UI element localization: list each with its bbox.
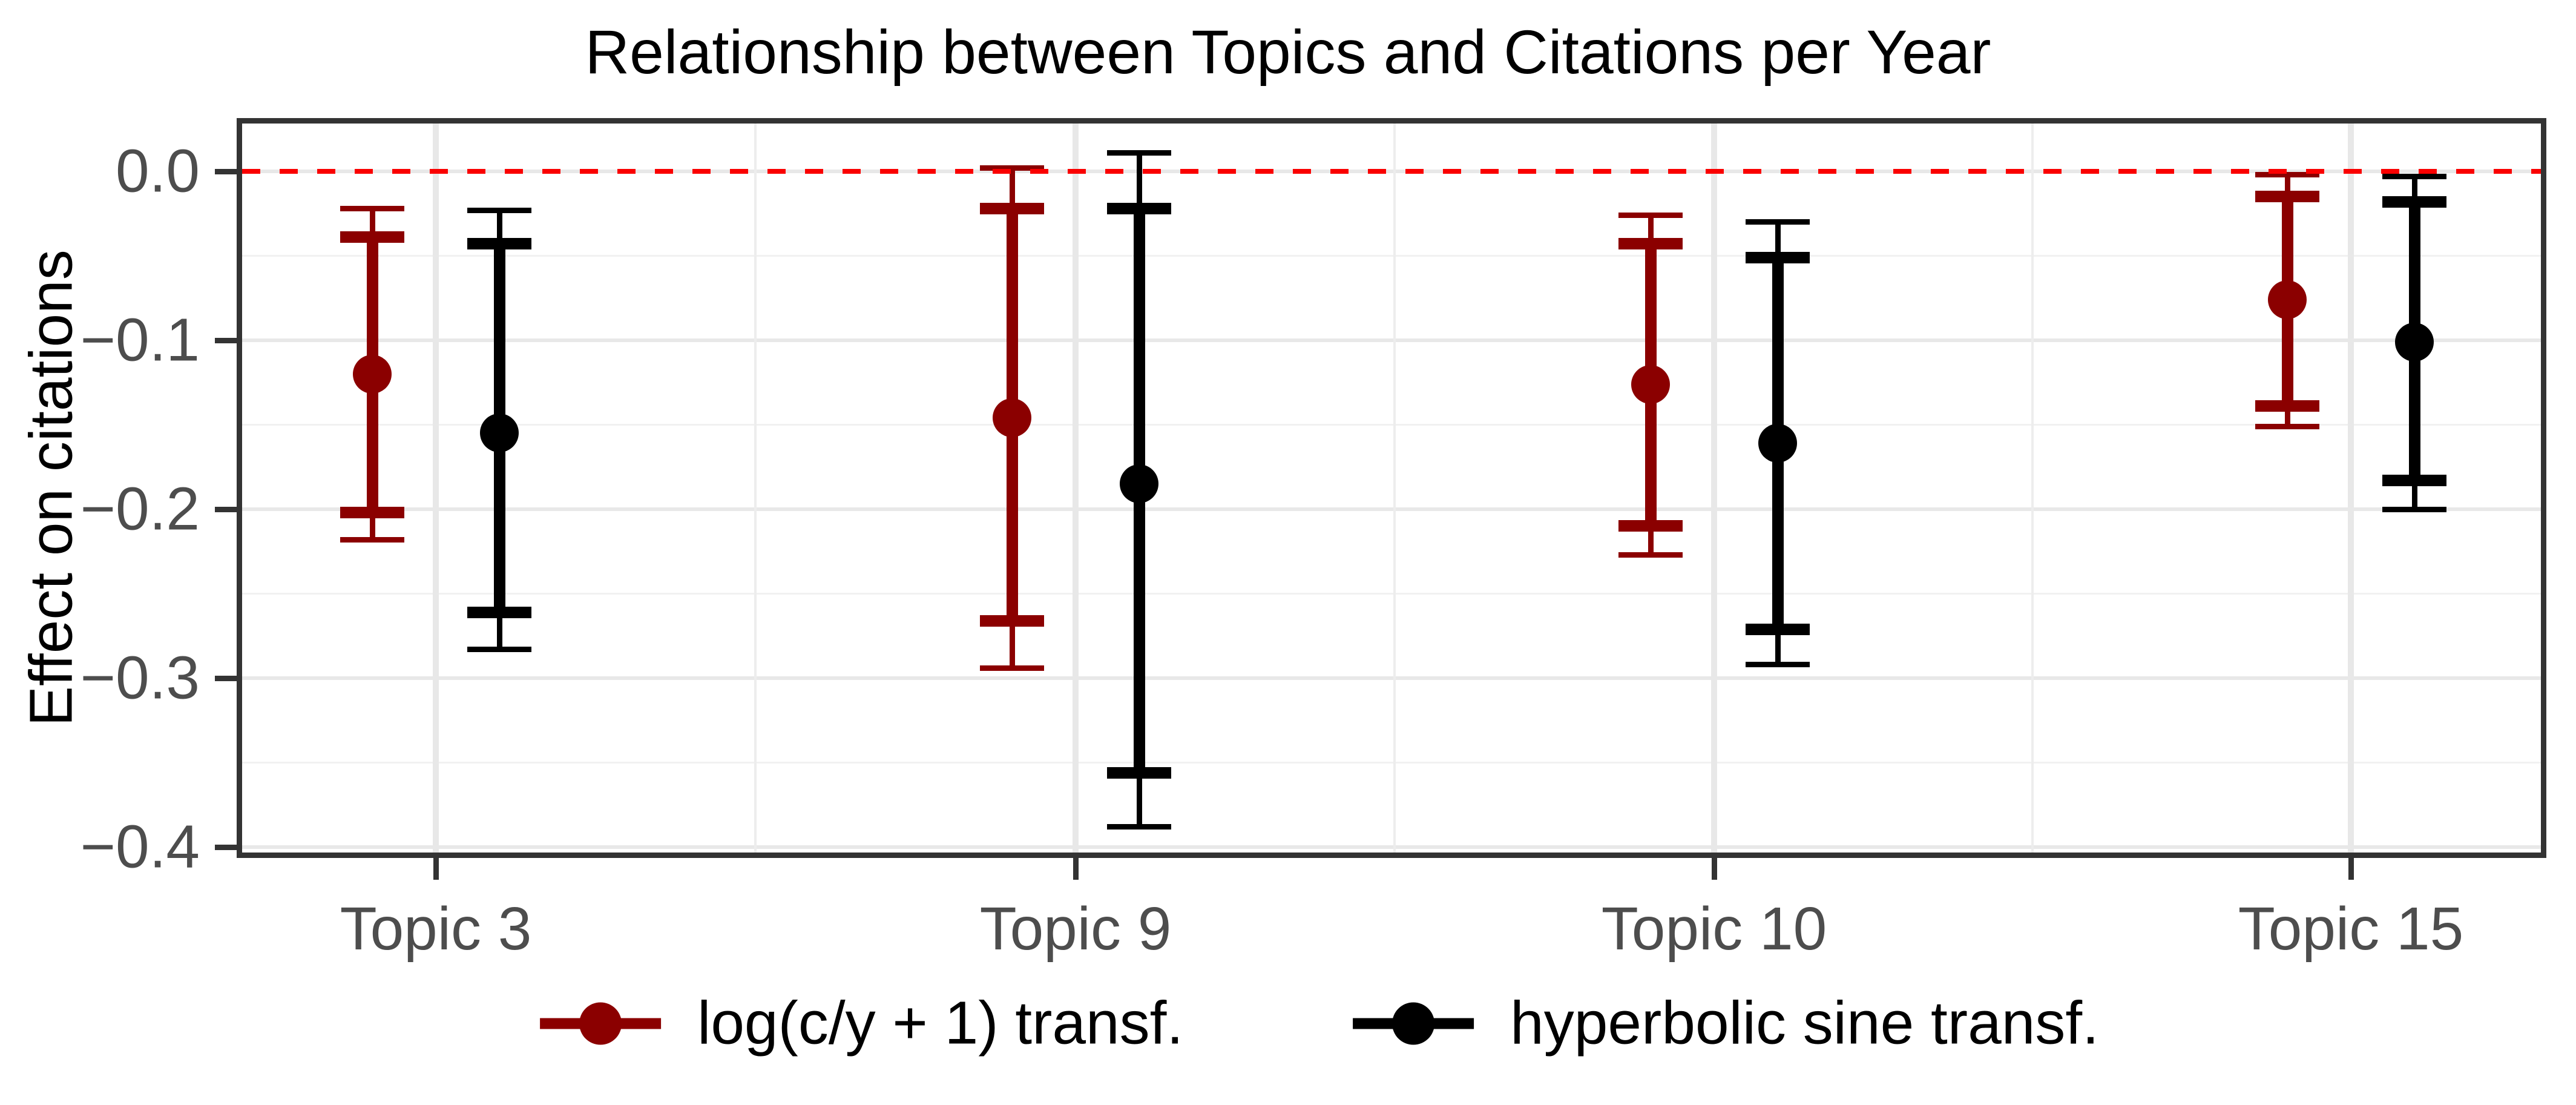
- errorbar-outer-cap: [2255, 423, 2319, 429]
- errorbar-outer-cap: [2382, 506, 2446, 512]
- errorbar-inner-cap: [467, 606, 531, 618]
- gridline-major-vertical: [1711, 124, 1717, 853]
- legend-item-log-transform: log(c/y + 1) transf.: [540, 989, 1183, 1058]
- errorbar-inner-cap: [1107, 202, 1171, 214]
- legend-label: hyperbolic sine transf.: [1510, 989, 2099, 1057]
- x-axis-tick-mark: [1711, 858, 1717, 880]
- legend-key-dot: [579, 1002, 622, 1044]
- gridline-minor-horizontal: [242, 424, 2541, 426]
- legend-key-dot: [1392, 1002, 1435, 1044]
- x-axis-tick-label: Topic 15: [2238, 895, 2464, 963]
- point-estimate-dot: [1758, 424, 1797, 463]
- legend-item-hyperbolic-sine: hyperbolic sine transf.: [1353, 989, 2099, 1058]
- point-estimate-dot: [353, 354, 392, 394]
- errorbar-outer-cap: [1746, 662, 1810, 668]
- x-axis-tick-label: Topic 10: [1601, 895, 1827, 963]
- point-estimate-dot: [1120, 464, 1158, 504]
- x-axis-tick-mark: [2348, 858, 2354, 880]
- plot-area: [242, 124, 2541, 853]
- y-axis-tick-label: −0.4: [80, 813, 200, 881]
- errorbar-inner-cap: [2382, 196, 2446, 208]
- errorbar-inner-cap: [2255, 400, 2319, 412]
- errorbar-inner-cap: [340, 231, 404, 243]
- errorbar-inner-cap: [1746, 623, 1810, 635]
- errorbar-inner-cap: [1618, 238, 1683, 250]
- errorbar-outer-cap: [980, 165, 1044, 171]
- gridline-major-vertical: [2348, 124, 2354, 853]
- gridline-minor-vertical: [2031, 124, 2034, 853]
- point-estimate-dot: [1631, 364, 1670, 404]
- errorbar-outer-cap: [2382, 173, 2446, 179]
- errorbar-inner-cap: [1107, 767, 1171, 779]
- errorbar-outer-cap: [340, 536, 404, 543]
- gridline-major-horizontal: [242, 338, 2541, 342]
- errorbar-outer-cap: [1107, 824, 1171, 830]
- y-axis-tick-label: −0.1: [80, 306, 200, 374]
- errorbar-inner-cap: [2382, 475, 2446, 487]
- chart-title: Relationship between Topics and Citation…: [585, 18, 1991, 87]
- errorbar-inner-cap: [467, 238, 531, 250]
- pointrange-key-icon: [1353, 990, 1474, 1057]
- errorbar-inner-cap: [980, 202, 1044, 214]
- y-axis-tick-mark: [215, 844, 237, 850]
- point-estimate-dot: [993, 398, 1031, 438]
- errorbar-outer-cap: [1107, 150, 1171, 156]
- gridline-major-horizontal: [242, 845, 2541, 849]
- errorbar-outer-cap: [467, 647, 531, 653]
- y-axis-tick-label: −0.3: [80, 644, 200, 712]
- errorbar-outer-cap: [340, 205, 404, 211]
- point-estimate-dot: [480, 414, 519, 453]
- plot-panel: [237, 118, 2546, 858]
- y-axis-tick-mark: [215, 168, 237, 174]
- y-axis-tick-mark: [215, 337, 237, 343]
- errorbar-outer-cap: [2255, 172, 2319, 178]
- x-axis-tick-mark: [1073, 858, 1079, 880]
- errorbar-inner-cap: [340, 507, 404, 519]
- errorbar-inner-cap: [2255, 191, 2319, 203]
- errorbar-inner-cap: [1618, 520, 1683, 532]
- x-axis-tick-label: Topic 3: [340, 895, 532, 963]
- legend: log(c/y + 1) transf. hyperbolic sine tra…: [540, 989, 2099, 1058]
- gridline-minor-vertical: [754, 124, 757, 853]
- point-estimate-dot: [2395, 322, 2434, 361]
- gridline-minor-vertical: [1393, 124, 1396, 853]
- pointrange-key-icon: [540, 990, 662, 1057]
- errorbar-outer-cap: [1618, 213, 1683, 219]
- y-axis-tick-label: −0.2: [80, 475, 200, 543]
- errorbar-outer-cap: [1618, 552, 1683, 558]
- y-axis-tick-mark: [215, 675, 237, 681]
- errorbar-outer-cap: [467, 207, 531, 213]
- y-axis-tick-mark: [215, 506, 237, 512]
- x-axis-tick-mark: [433, 858, 439, 880]
- x-axis-tick-label: Topic 9: [979, 895, 1172, 963]
- gridline-minor-horizontal: [242, 593, 2541, 595]
- errorbar-inner-cap: [980, 615, 1044, 627]
- point-estimate-dot: [2268, 280, 2307, 320]
- gridline-major-horizontal: [242, 507, 2541, 511]
- gridline-major-vertical: [1073, 124, 1079, 853]
- y-axis-tick-label: 0.0: [115, 137, 200, 205]
- gridline-minor-horizontal: [242, 762, 2541, 764]
- gridline-major-horizontal: [242, 676, 2541, 680]
- zero-reference-line: [242, 169, 2541, 174]
- errorbar-inner-cap: [1746, 251, 1810, 263]
- gridline-minor-horizontal: [242, 255, 2541, 257]
- gridline-major-vertical: [433, 124, 439, 853]
- errorbar-outer-cap: [980, 665, 1044, 671]
- errorbar-outer-cap: [1746, 219, 1810, 225]
- legend-label: log(c/y + 1) transf.: [697, 989, 1184, 1057]
